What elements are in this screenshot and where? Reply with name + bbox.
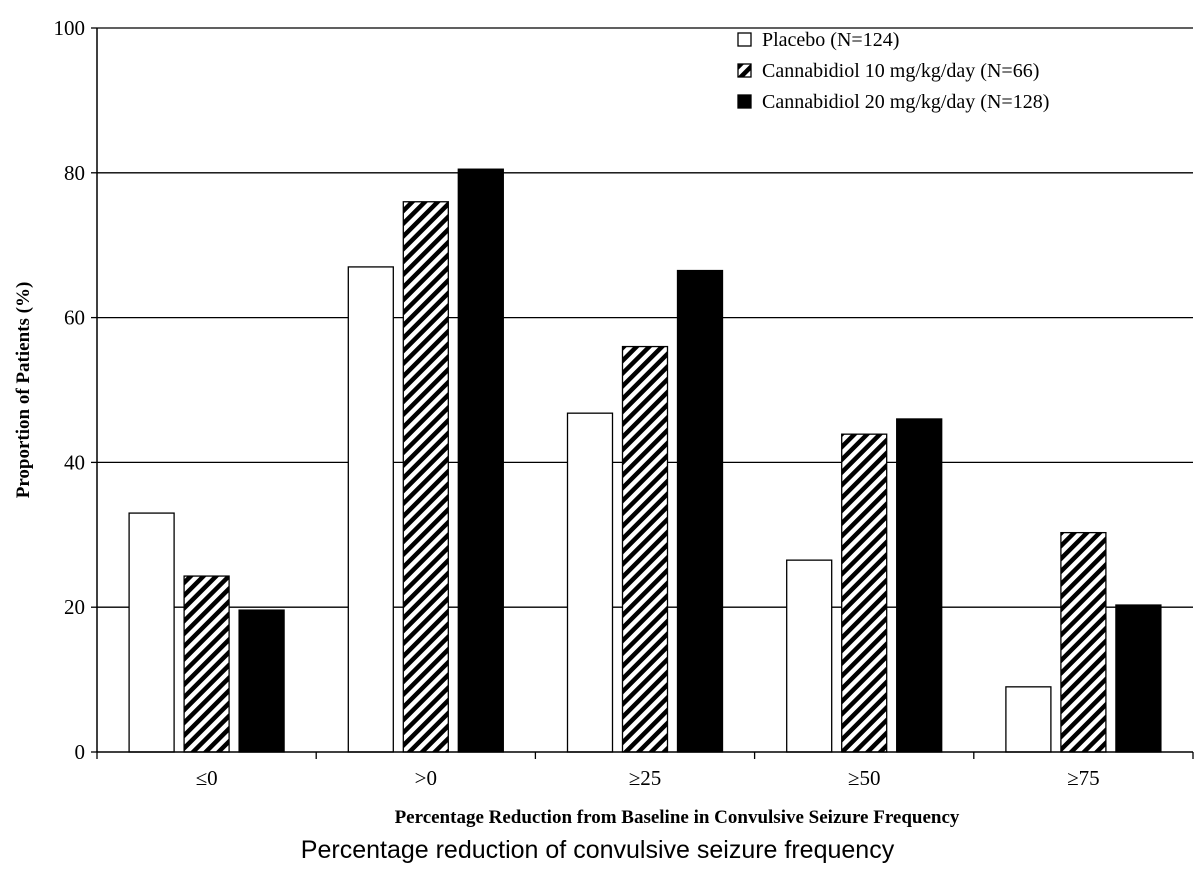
x-tick-label: ≤0 [196, 766, 218, 790]
y-tick-label: 40 [64, 450, 85, 474]
bar-placebo-3 [786, 559, 833, 753]
bar-cbd-10-4 [1060, 531, 1107, 753]
y-tick-label: 100 [54, 16, 86, 40]
axes [91, 27, 1194, 759]
tick-labels: 0 20 40 60 80 100 ≤0 >0 ≥25 ≥50 ≥75 [54, 16, 1100, 790]
bar-placebo-4 [1005, 686, 1052, 753]
bar-cbd-20-4 [1115, 604, 1162, 753]
x-tick-label: ≥75 [1067, 766, 1100, 790]
legend-label: Placebo (N=124) [762, 29, 899, 51]
legend: Placebo (N=124) Cannabidiol 10 mg/kg/day … [737, 29, 1049, 113]
bar-cbd-20-2 [676, 269, 724, 753]
gridlines [97, 27, 1193, 608]
x-axis-label: Percentage Reduction from Baseline in Co… [395, 807, 960, 828]
bar-cbd-10-0 [183, 575, 230, 753]
bar-cbd-20-3 [896, 418, 943, 753]
y-tick-label: 60 [64, 306, 85, 330]
bar-cbd-10-3 [841, 433, 888, 753]
x-tick-label: ≥25 [629, 766, 662, 790]
y-tick-label: 0 [75, 740, 86, 764]
bar-cbd-20-0 [238, 609, 285, 753]
y-tick-label: 20 [64, 595, 85, 619]
legend-swatch [737, 32, 752, 47]
bars [128, 168, 1162, 753]
bar-placebo-2 [566, 412, 614, 753]
bar-cbd-10-1 [402, 201, 449, 753]
y-tick-label: 80 [64, 161, 85, 185]
chart: 0 20 40 60 80 100 ≤0 >0 ≥25 ≥50 ≥75 Placebo (N=124… [13, 16, 1194, 828]
x-tick-label: ≥50 [848, 766, 881, 790]
legend-label: Cannabidiol 10 mg/kg/day (N=66) [762, 60, 1039, 82]
x-tick-label: >0 [415, 766, 437, 790]
legend-swatch [737, 94, 752, 109]
bar-placebo-1 [347, 266, 394, 753]
legend-swatch [737, 63, 752, 78]
y-axis-label: Proportion of Patients (%) [13, 282, 34, 499]
figure-caption: Percentage reduction of convulsive seizu… [300, 836, 895, 864]
legend-label: Cannabidiol 20 mg/kg/day (N=128) [762, 91, 1049, 113]
bar-cbd-20-1 [457, 168, 504, 753]
bar-placebo-0 [128, 512, 175, 753]
bar-cbd-10-2 [621, 345, 669, 753]
